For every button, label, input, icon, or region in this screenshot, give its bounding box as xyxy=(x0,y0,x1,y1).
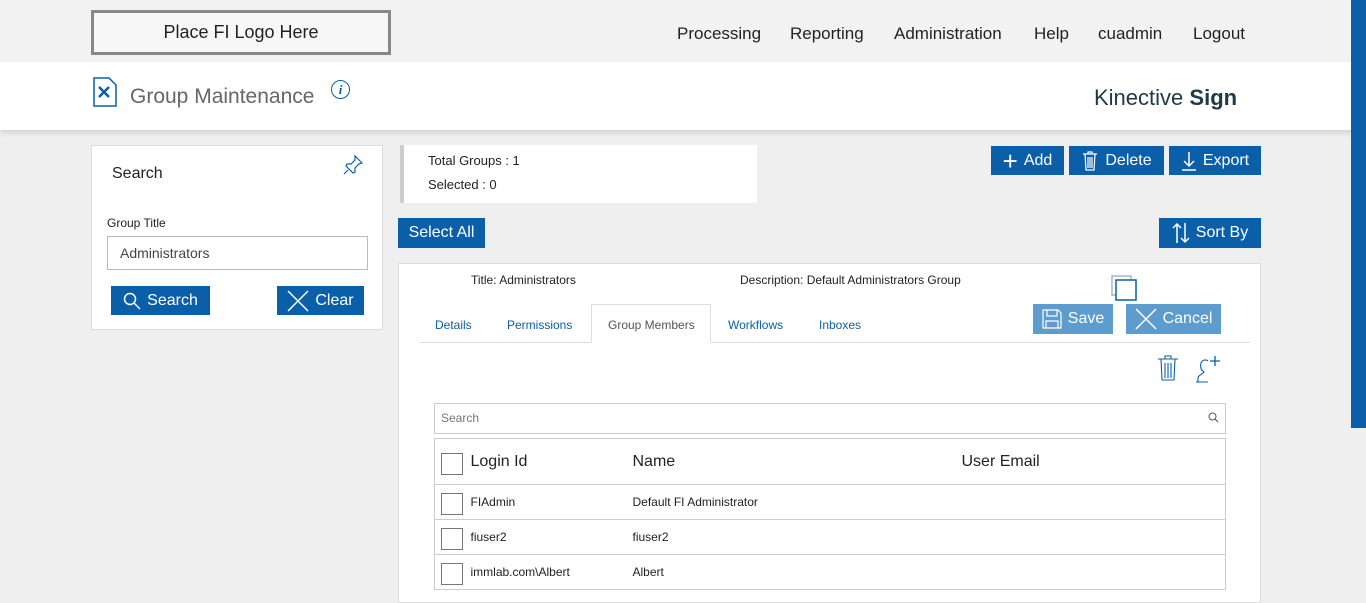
search-panel: Search Group Title Search Clear xyxy=(91,145,383,330)
tab-workflows[interactable]: Workflows xyxy=(728,318,784,332)
search-icon[interactable] xyxy=(1208,412,1219,423)
active-tab-bg xyxy=(591,304,711,343)
cell-name: Default FI Administrator xyxy=(632,495,758,509)
plus-icon: + xyxy=(1002,145,1018,176)
cancel-label: Cancel xyxy=(1162,310,1213,327)
title-label: Title: xyxy=(471,273,497,287)
copy-icon[interactable] xyxy=(1111,275,1137,301)
select-all-button[interactable]: Select All xyxy=(398,218,485,248)
sort-icon xyxy=(1172,222,1190,244)
download-icon xyxy=(1181,151,1196,171)
page-title: Group Maintenance xyxy=(130,85,315,108)
search-panel-title: Search xyxy=(112,165,163,182)
scrollbar-thumb[interactable] xyxy=(1351,0,1366,428)
tab-inboxes[interactable]: Inboxes xyxy=(819,318,862,332)
add-button[interactable]: + Add xyxy=(991,146,1064,175)
add-member-icon[interactable] xyxy=(1195,355,1221,383)
delete-button[interactable]: Delete xyxy=(1069,146,1164,175)
table-row[interactable]: FIAdmin Default FI Administrator xyxy=(434,485,1226,520)
nav-user[interactable]: cuadmin xyxy=(1098,24,1163,43)
brand-suffix: Sign xyxy=(1189,85,1238,110)
add-label: Add xyxy=(1023,151,1053,169)
cell-login: fiuser2 xyxy=(470,530,507,544)
select-all-label: Select All xyxy=(408,224,475,241)
column-login-id[interactable]: Login Id xyxy=(470,453,528,470)
table-row[interactable]: immlab.com\Albert Albert xyxy=(434,555,1226,590)
save-label: Save xyxy=(1067,310,1105,327)
description-label: Description: xyxy=(740,273,804,287)
close-icon xyxy=(1135,308,1157,330)
select-all-checkbox[interactable] xyxy=(441,453,463,475)
description-value: Default Administrators Group xyxy=(806,273,961,287)
logo-placeholder: Place FI Logo Here xyxy=(91,10,391,55)
export-label: Export xyxy=(1202,151,1250,169)
cell-login: immlab.com\Albert xyxy=(470,565,570,579)
trash-icon xyxy=(1083,150,1098,171)
cell-login: FIAdmin xyxy=(470,495,516,509)
pin-icon[interactable] xyxy=(342,154,364,176)
close-icon xyxy=(287,289,309,312)
tabs-divider xyxy=(419,342,1250,343)
cell-email xyxy=(962,520,1226,555)
brand-name: Kinective xyxy=(1094,85,1184,110)
search-button[interactable]: Search xyxy=(111,286,210,315)
export-button[interactable]: Export xyxy=(1169,146,1261,175)
nav-administration[interactable]: Administration xyxy=(894,24,1002,43)
total-groups: Total Groups : 1 xyxy=(428,153,520,168)
group-detail-panel: Title: Administrators Description: Defau… xyxy=(398,263,1261,603)
save-icon xyxy=(1042,309,1062,329)
group-stats: Total Groups : 1 Selected : 0 xyxy=(400,145,757,203)
column-user-email[interactable]: User Email xyxy=(961,452,1040,470)
search-icon xyxy=(123,292,141,310)
row-checkbox[interactable] xyxy=(441,528,463,550)
nav-reporting[interactable]: Reporting xyxy=(790,24,864,43)
document-tools-icon xyxy=(93,77,117,107)
cell-name: Albert xyxy=(632,565,664,579)
tab-permissions[interactable]: Permissions xyxy=(507,318,573,332)
detail-title: Title: Administrators xyxy=(471,273,576,287)
row-checkbox[interactable] xyxy=(441,493,463,515)
nav-help[interactable]: Help xyxy=(1034,24,1069,43)
tab-details[interactable]: Details xyxy=(435,318,472,332)
selected-count: Selected : 0 xyxy=(428,177,497,192)
brand-logo: Kinective Sign xyxy=(1094,85,1237,111)
member-search-input[interactable] xyxy=(435,404,1195,432)
cell-email xyxy=(962,555,1226,590)
column-name[interactable]: Name xyxy=(632,452,676,470)
group-title-label: Group Title xyxy=(107,216,166,230)
clear-button-label: Clear xyxy=(315,291,354,309)
cell-email xyxy=(962,485,1226,520)
members-table: Login Id Name User Email FIAdmin Default… xyxy=(434,438,1226,590)
table-row[interactable]: fiuser2 fiuser2 xyxy=(434,520,1226,555)
save-button[interactable]: Save xyxy=(1033,304,1113,334)
page-header xyxy=(0,62,1366,130)
cancel-button[interactable]: Cancel xyxy=(1126,304,1221,334)
sort-by-label: Sort By xyxy=(1195,224,1249,241)
info-icon[interactable]: i xyxy=(331,80,350,99)
group-title-input[interactable] xyxy=(107,236,368,270)
detail-description: Description: Default Administrators Grou… xyxy=(740,273,961,287)
member-search xyxy=(434,403,1226,434)
nav-logout[interactable]: Logout xyxy=(1193,24,1245,43)
tab-group-members[interactable]: Group Members xyxy=(608,318,695,332)
row-checkbox[interactable] xyxy=(441,563,463,585)
nav-processing[interactable]: Processing xyxy=(677,24,762,43)
delete-label: Delete xyxy=(1105,151,1152,169)
table-header: Login Id Name User Email xyxy=(434,439,1226,485)
remove-member-icon[interactable] xyxy=(1157,355,1179,381)
title-value: Administrators xyxy=(499,273,576,287)
search-button-label: Search xyxy=(147,291,198,309)
cell-name: fiuser2 xyxy=(632,530,669,544)
sort-by-button[interactable]: Sort By xyxy=(1159,218,1261,248)
clear-button[interactable]: Clear xyxy=(277,286,364,315)
